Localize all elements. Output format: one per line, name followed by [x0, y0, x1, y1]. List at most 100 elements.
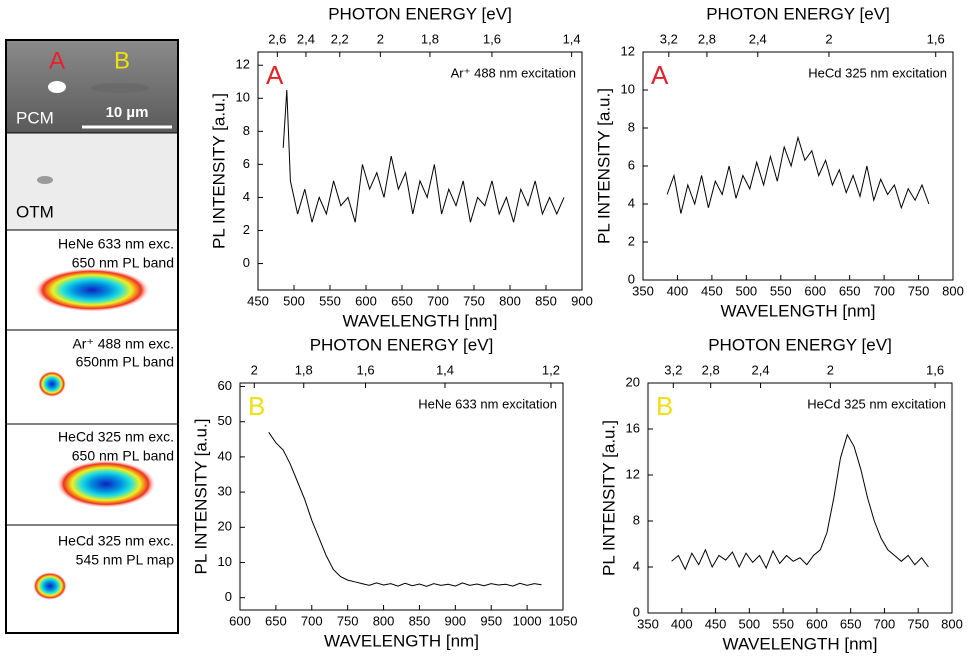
x-tick-label: 550 [772, 616, 794, 631]
pl-map [38, 371, 66, 397]
map-label: HeNe 633 nm exc. [58, 236, 174, 252]
otm-label: OTM [16, 202, 54, 221]
map-label: HeCd 325 nm exc. [58, 429, 174, 445]
y-tick-label: 8 [243, 123, 250, 138]
x-tick-label: 800 [941, 616, 963, 631]
x2-tick-label: 3,2 [660, 31, 678, 46]
x2-tick-label: 2,6 [268, 31, 286, 46]
x2-tick-label: 2,8 [698, 31, 716, 46]
y-tick-label: 60 [218, 378, 232, 393]
spectrum-line [268, 432, 542, 587]
pl-map [33, 572, 67, 600]
y-tick-label: 30 [218, 484, 232, 499]
y-tick-label: 50 [218, 413, 232, 428]
pl-map [34, 268, 150, 312]
scale-label: 10 µm [106, 104, 149, 121]
x2-tick-label: 1,8 [421, 31, 439, 46]
x-tick-label: 650 [265, 613, 287, 628]
y-tick-label: 10 [218, 554, 232, 569]
x-tick-label: 600 [804, 283, 826, 298]
x-tick-label: 350 [632, 283, 654, 298]
x2-axis-title: PHOTON ENERGY [eV] [708, 335, 892, 354]
y-tick-label: 12 [626, 466, 640, 481]
plot-frame [257, 51, 583, 291]
y-tick-label: 8 [633, 512, 640, 527]
x-tick-label: 500 [283, 293, 305, 308]
x-axis-title: WAVELENGTH [nm] [723, 634, 878, 653]
spectrum-line [671, 433, 929, 571]
annotation: HeCd 325 nm excitation [807, 396, 946, 411]
annotation: HeNe 633 nm excitation [418, 396, 557, 411]
annotation: HeCd 325 nm excitation [808, 65, 947, 80]
x-tick-label: 550 [319, 293, 341, 308]
x-tick-label: 450 [705, 616, 727, 631]
y-tick-label: 0 [628, 271, 635, 286]
x2-tick-label: 2,4 [749, 31, 767, 46]
otm-image [7, 134, 177, 230]
x2-tick-label: 2 [825, 31, 832, 46]
y-tick-label: 4 [633, 558, 640, 573]
y-axis-title: PL INTENSITY [a.u.] [599, 420, 618, 576]
x-tick-label: 350 [637, 616, 659, 631]
map-label: 650nm PL band [76, 354, 174, 370]
y-axis-title: PL INTENSITY [a.u.] [594, 88, 613, 244]
mode-label: PCM [16, 108, 54, 127]
y-tick-label: 10 [621, 81, 635, 96]
x-axis-title: WAVELENGTH [nm] [721, 301, 876, 320]
label-a: A [49, 47, 65, 74]
y-tick-label: 0 [225, 589, 232, 604]
y-tick-label: 0 [633, 604, 640, 619]
x-tick-label: 950 [480, 613, 502, 628]
y-tick-label: 8 [628, 119, 635, 134]
y-tick-label: 40 [218, 448, 232, 463]
x-tick-label: 850 [409, 613, 431, 628]
x-tick-label: 450 [701, 283, 723, 298]
map-label: HeCd 325 nm exc. [58, 533, 174, 549]
x-tick-label: 800 [499, 293, 521, 308]
x2-axis-title: PHOTON ENERGY [eV] [328, 4, 512, 23]
spectrum-line [666, 135, 930, 214]
image-panels: A B PCM 10 µm OTM HeNe 633 nm exc. 650 n… [5, 39, 179, 634]
y-tick-label: 2 [243, 222, 250, 237]
x-tick-label: 550 [770, 283, 792, 298]
x-axis-title: WAVELENGTH [nm] [324, 631, 479, 650]
x-tick-label: 900 [571, 293, 593, 308]
x2-tick-label: 2,8 [702, 362, 720, 377]
y-axis-title: PL INTENSITY [a.u.] [191, 419, 210, 575]
x-tick-label: 650 [839, 283, 861, 298]
label-b: B [114, 47, 130, 74]
x-axis-title: WAVELENGTH [nm] [343, 311, 498, 330]
y-tick-label: 20 [218, 519, 232, 534]
x2-tick-label: 1,6 [927, 31, 945, 46]
x-tick-label: 650 [840, 616, 862, 631]
x2-tick-label: 1,4 [436, 362, 454, 377]
map-label: 650 nm PL band [72, 448, 174, 464]
map-label: 545 nm PL map [76, 552, 175, 568]
x2-tick-label: 3,2 [664, 362, 682, 377]
x-tick-label: 600 [806, 616, 828, 631]
panel-letter: A [651, 60, 669, 90]
y-tick-label: 4 [243, 189, 250, 204]
x-tick-label: 450 [247, 293, 269, 308]
bright-spot [48, 81, 66, 93]
map-label: Ar⁺ 488 nm exc. [72, 336, 174, 352]
x2-tick-label: 2,4 [297, 31, 315, 46]
y-tick-label: 16 [626, 420, 640, 435]
otm-spot [37, 176, 53, 184]
dark-spot [90, 83, 150, 93]
plot-frame [642, 51, 954, 281]
x-tick-label: 900 [444, 613, 466, 628]
panel-letter: B [248, 391, 265, 421]
x-tick-label: 750 [907, 616, 929, 631]
x-tick-label: 700 [301, 613, 323, 628]
x-tick-label: 500 [738, 616, 760, 631]
y-tick-label: 10 [236, 90, 250, 105]
x2-tick-label: 1,2 [542, 362, 560, 377]
x2-tick-label: 1,4 [563, 31, 581, 46]
x2-tick-label: 2,4 [752, 362, 770, 377]
x-tick-label: 850 [535, 293, 557, 308]
y-tick-label: 20 [626, 374, 640, 389]
x-tick-label: 700 [873, 283, 895, 298]
y-tick-label: 12 [621, 43, 635, 58]
